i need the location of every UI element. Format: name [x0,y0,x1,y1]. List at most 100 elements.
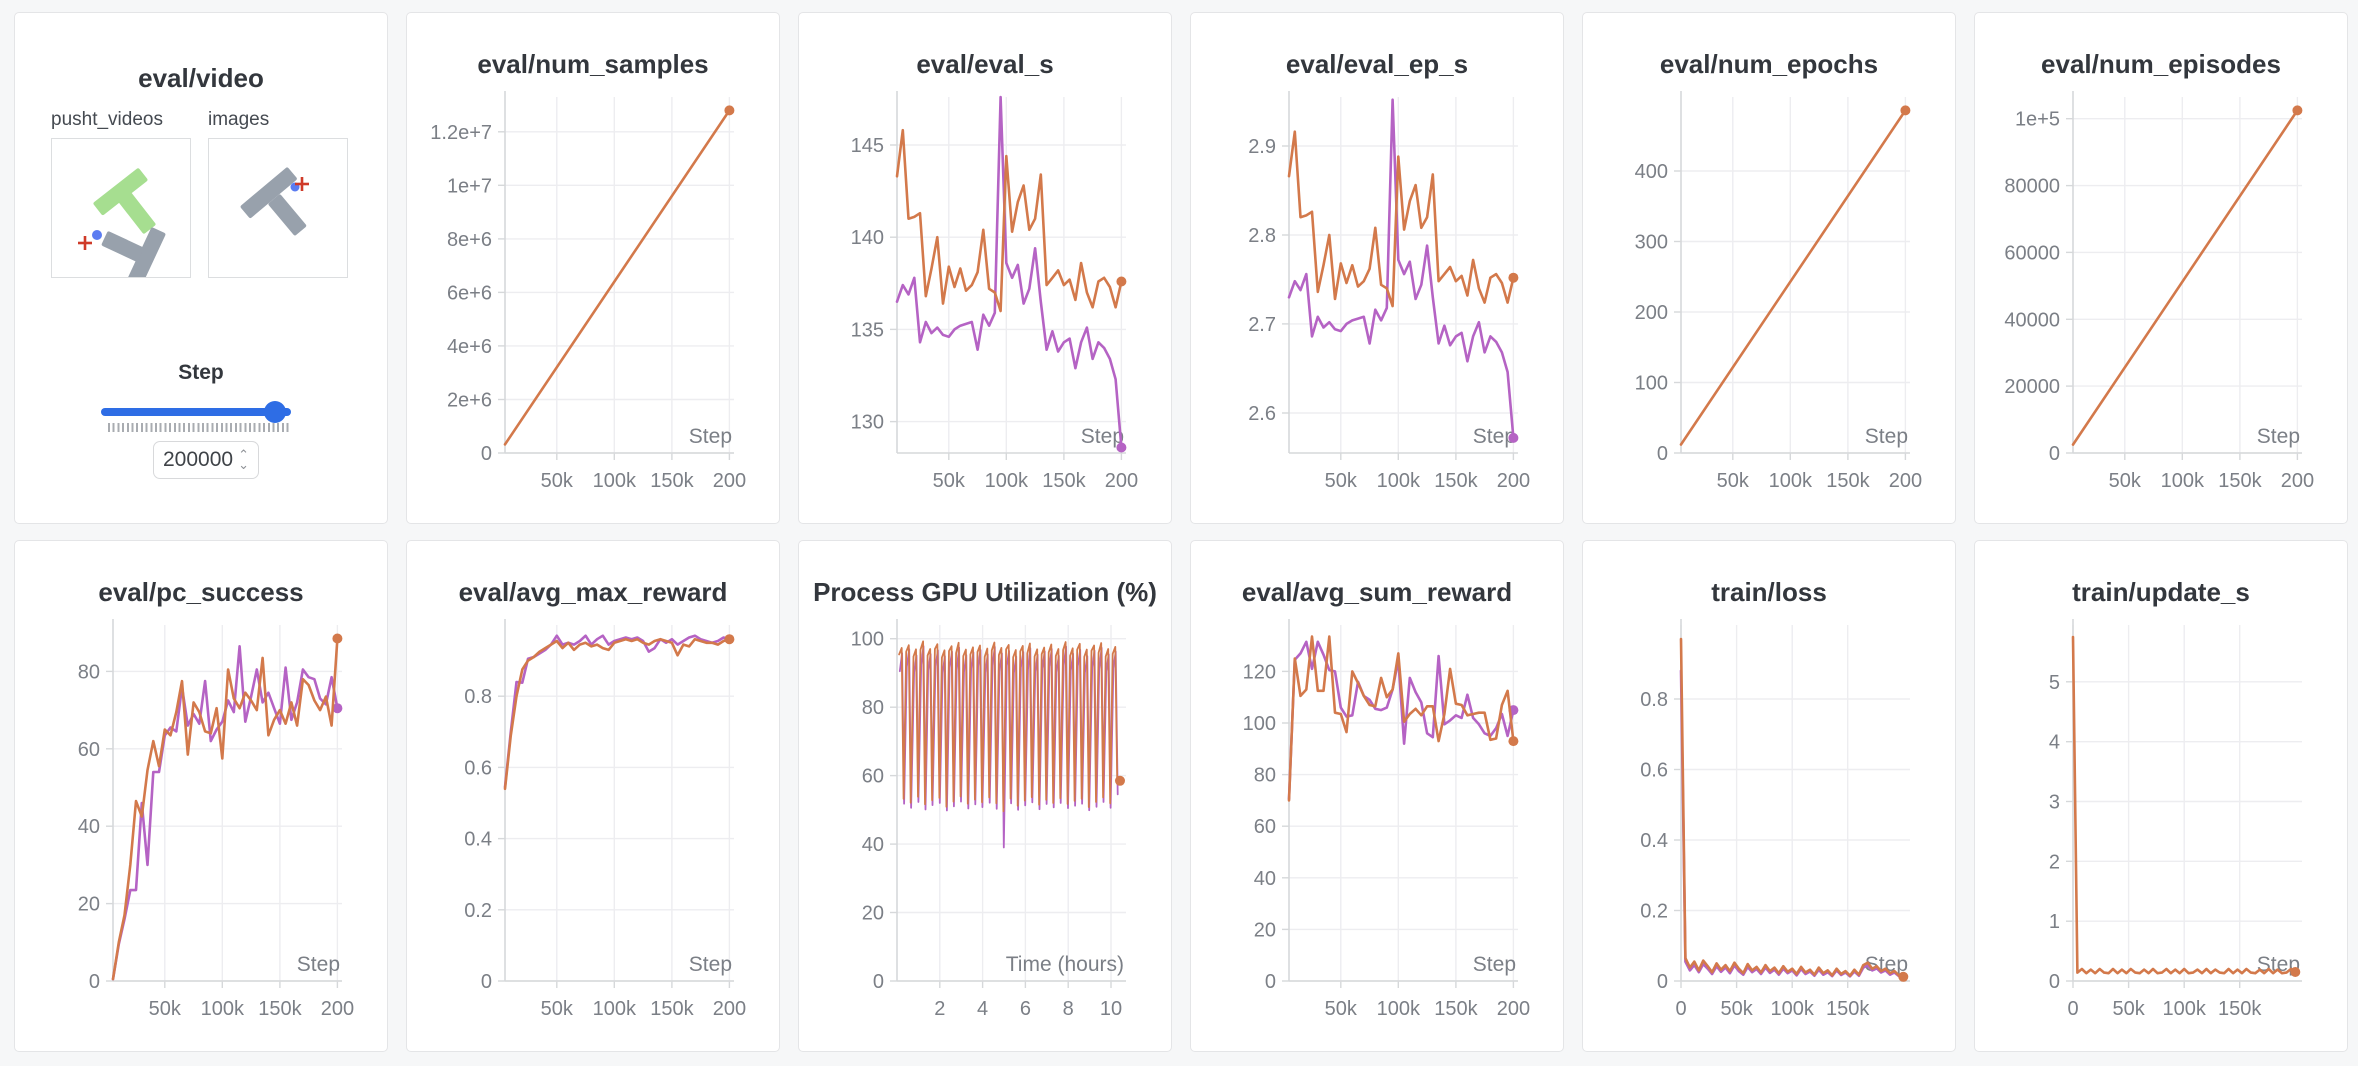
chart-title: eval/num_epochs [1659,49,1879,79]
svg-text:200: 200 [1497,998,1530,1020]
step-slider[interactable] [101,401,291,423]
panel-train-update-s: train/update_s 0 50k 100k 150k 0 1 2 3 4 5 Step [1974,540,2348,1052]
svg-text:0: 0 [1657,971,1668,993]
media-caption: images [208,109,270,130]
panel-process-gpu-utilization: Process GPU Utilization (%) 2 4 6 8 10 0 20 40 6… [798,540,1172,1052]
svg-text:100k: 100k [593,470,637,492]
svg-text:50k: 50k [541,470,574,492]
svg-text:1.2e+7: 1.2e+7 [430,122,492,144]
svg-text:2.7: 2.7 [1248,314,1276,336]
green-t-block [93,168,156,234]
svg-text:200: 200 [1497,470,1530,492]
panel-eval-avg-max-reward: eval/avg_max_reward 50k 100k 150k 200 0 0.2 0.… [406,540,780,1052]
panel-eval-eval-ep-s: eval/eval_ep_s 50k 100k 150k 200 2.6 2.7 2.8 2.… [1190,12,1564,524]
panel-eval-avg-sum-reward: eval/avg_sum_reward 50k 100k 150k 200 0 20 40 6… [1190,540,1564,1052]
svg-text:40: 40 [862,834,884,856]
svg-text:0: 0 [1675,998,1686,1020]
svg-text:80000: 80000 [2004,176,2060,198]
step-slider-handle[interactable] [264,401,286,423]
svg-text:6e+6: 6e+6 [447,282,492,304]
svg-text:6: 6 [1020,998,1031,1020]
svg-text:60000: 60000 [2004,242,2060,264]
svg-text:100k: 100k [1377,470,1421,492]
panel-eval-num-samples: eval/num_samples 50k 100k 150k 200 0 2e+6 4e+6… [406,12,780,524]
svg-text:150k: 150k [1826,470,1870,492]
svg-text:20000: 20000 [2004,376,2060,398]
svg-text:2.9: 2.9 [1248,136,1276,158]
svg-text:0: 0 [1657,443,1668,465]
svg-text:Step: Step [1473,953,1516,976]
agent-dot [92,230,102,240]
svg-text:20: 20 [78,894,100,916]
step-slider-track[interactable] [101,408,291,416]
svg-text:100: 100 [851,629,884,651]
svg-text:50k: 50k [1325,998,1358,1020]
svg-text:150k: 150k [1434,998,1478,1020]
step-increment-button[interactable]: ⌃ [238,447,249,462]
svg-text:4: 4 [977,998,988,1020]
chart-eval-eval-s[interactable]: 50k 100k 150k 200 130 135 140 145 Step [799,81,1171,513]
svg-text:50k: 50k [2112,998,2145,1020]
svg-text:50k: 50k [1325,470,1358,492]
svg-text:200: 200 [1105,470,1138,492]
chart-eval-avg-sum-reward[interactable]: 50k 100k 150k 200 0 20 40 60 80 100 120 Step [1191,609,1563,1041]
svg-text:80: 80 [78,661,100,683]
svg-text:140: 140 [851,227,884,249]
svg-text:100k: 100k [1769,470,1813,492]
svg-text:200: 200 [321,998,354,1020]
step-input[interactable]: 200000 ⌃ ⌄ [153,441,259,479]
svg-text:50k: 50k [541,998,574,1020]
step-decrement-button[interactable]: ⌄ [238,457,249,472]
svg-text:100: 100 [1243,713,1276,735]
chart-title: eval/pc_success [98,577,304,607]
chart-eval-eval-ep-s[interactable]: 50k 100k 150k 200 2.6 2.7 2.8 2.9 Step [1191,81,1563,513]
chart-title: eval/num_samples [477,49,709,79]
goal-cross [78,236,92,250]
chart-eval-pc-success[interactable]: 50k 100k 150k 200 0 20 40 60 80 Step [15,609,387,1041]
svg-text:100k: 100k [2161,470,2205,492]
svg-text:Step: Step [689,425,732,448]
svg-text:50k: 50k [933,470,966,492]
svg-text:150k: 150k [258,998,302,1020]
svg-text:200: 200 [713,470,746,492]
panel-title: eval/video [138,63,264,93]
svg-text:400: 400 [1635,161,1668,183]
svg-text:0: 0 [1265,971,1276,993]
svg-text:100k: 100k [985,470,1029,492]
chart-title: eval/eval_s [916,49,1054,79]
svg-text:1e+5: 1e+5 [2015,109,2060,131]
svg-text:8: 8 [1063,998,1074,1020]
svg-text:0: 0 [89,971,100,993]
pusht-video-thumbnail[interactable] [51,138,191,278]
svg-text:0.8: 0.8 [1640,689,1668,711]
svg-text:100k: 100k [593,998,637,1020]
chart-train-loss[interactable]: 0 50k 100k 150k 0 0.2 0.4 0.6 0.8 Step [1583,609,1955,1041]
chart-eval-num-samples[interactable]: 50k 100k 150k 200 0 2e+6 4e+6 6e+6 8e+6 1e+7 1.2e+… [407,81,779,513]
svg-text:200: 200 [1635,302,1668,324]
svg-text:Step: Step [1081,425,1124,448]
images-thumbnail[interactable] [208,138,348,278]
svg-text:3: 3 [2049,792,2060,814]
svg-text:100k: 100k [2163,998,2207,1020]
gray-t-block [101,227,166,277]
svg-text:40: 40 [78,816,100,838]
svg-text:100k: 100k [201,998,245,1020]
svg-text:135: 135 [851,319,884,341]
panel-train-loss: train/loss 0 50k 100k 150k 0 0.2 0.4 0.6 0.8 Step [1582,540,1956,1052]
svg-text:Step: Step [1865,425,1908,448]
svg-text:60: 60 [862,766,884,788]
chart-eval-num-epochs[interactable]: 50k 100k 150k 200 0 100 200 300 400 Step [1583,81,1955,513]
svg-text:0.6: 0.6 [1640,760,1668,782]
svg-text:2e+6: 2e+6 [447,390,492,412]
chart-eval-avg-max-reward[interactable]: 50k 100k 150k 200 0 0.2 0.4 0.6 0.8 Step [407,609,779,1041]
chart-eval-num-episodes[interactable]: 50k 100k 150k 200 0 20000 40000 60000 80000 1e+5 S… [1975,81,2347,513]
svg-text:150k: 150k [1434,470,1478,492]
svg-text:60: 60 [78,739,100,761]
svg-text:0: 0 [481,443,492,465]
svg-text:50k: 50k [149,998,182,1020]
step-input-value[interactable]: 200000 [163,448,234,471]
svg-text:8e+6: 8e+6 [447,229,492,251]
